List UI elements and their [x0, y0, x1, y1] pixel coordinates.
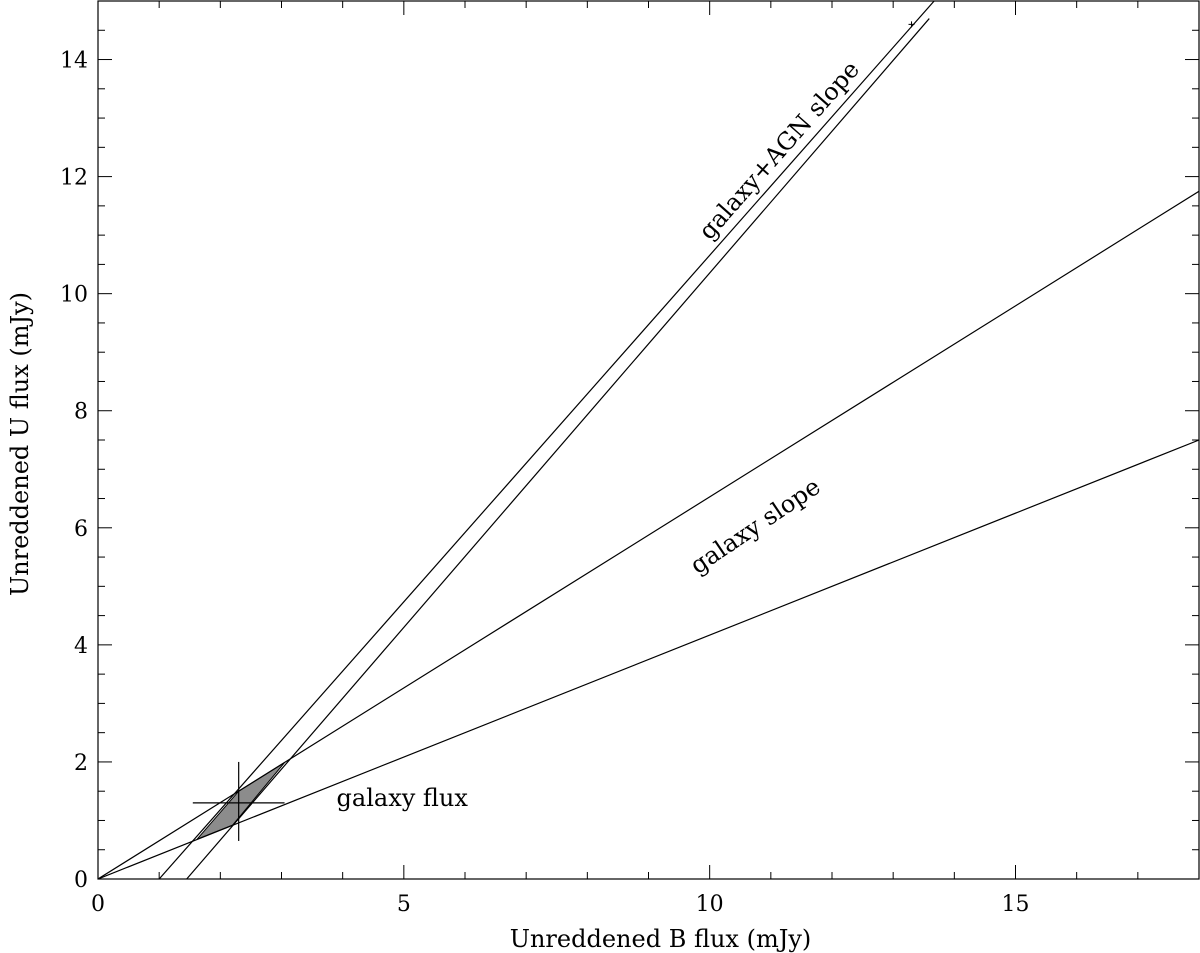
y-tick-label: 8: [74, 400, 88, 425]
x-axis-label: Unreddened B flux (mJy): [510, 925, 812, 953]
endpoint-marker: [908, 21, 915, 28]
annotation-3: galaxy flux: [337, 784, 469, 812]
y-tick-label: 0: [74, 868, 88, 893]
series-line-3: [98, 190, 1199, 879]
series-line-4: [98, 439, 1199, 879]
x-tick-label: 5: [397, 892, 411, 917]
annotation-2: galaxy slope: [685, 472, 825, 579]
plot-frame: [97, 0, 1200, 880]
series-lines-layer: [98, 1, 1199, 879]
series-line-1: [158, 1, 935, 879]
y-tick-label: 2: [74, 751, 88, 776]
x-tick-label: 10: [696, 892, 724, 917]
y-tick-label: 4: [74, 634, 88, 659]
y-tick-label: 12: [60, 166, 88, 191]
y-tick-label: 6: [74, 517, 88, 542]
shaded-region: [196, 762, 285, 840]
series-line-2: [186, 18, 930, 879]
y-tick-label: 14: [60, 49, 88, 74]
tick-labels-layer: 0 5 10 15 0 2 4 6 8 10 12 14: [60, 49, 1030, 917]
x-tick-label: 0: [91, 892, 105, 917]
x-tick-label: 15: [1002, 892, 1030, 917]
annotation-1: galaxy+AGN slope: [693, 55, 865, 244]
shaded-region-layer: [196, 762, 285, 840]
y-axis-label: Unreddened U flux (mJy): [6, 292, 34, 596]
data-point-layer: [192, 21, 915, 841]
ticks-layer: [97, 0, 1200, 880]
y-tick-label: 10: [60, 283, 88, 308]
